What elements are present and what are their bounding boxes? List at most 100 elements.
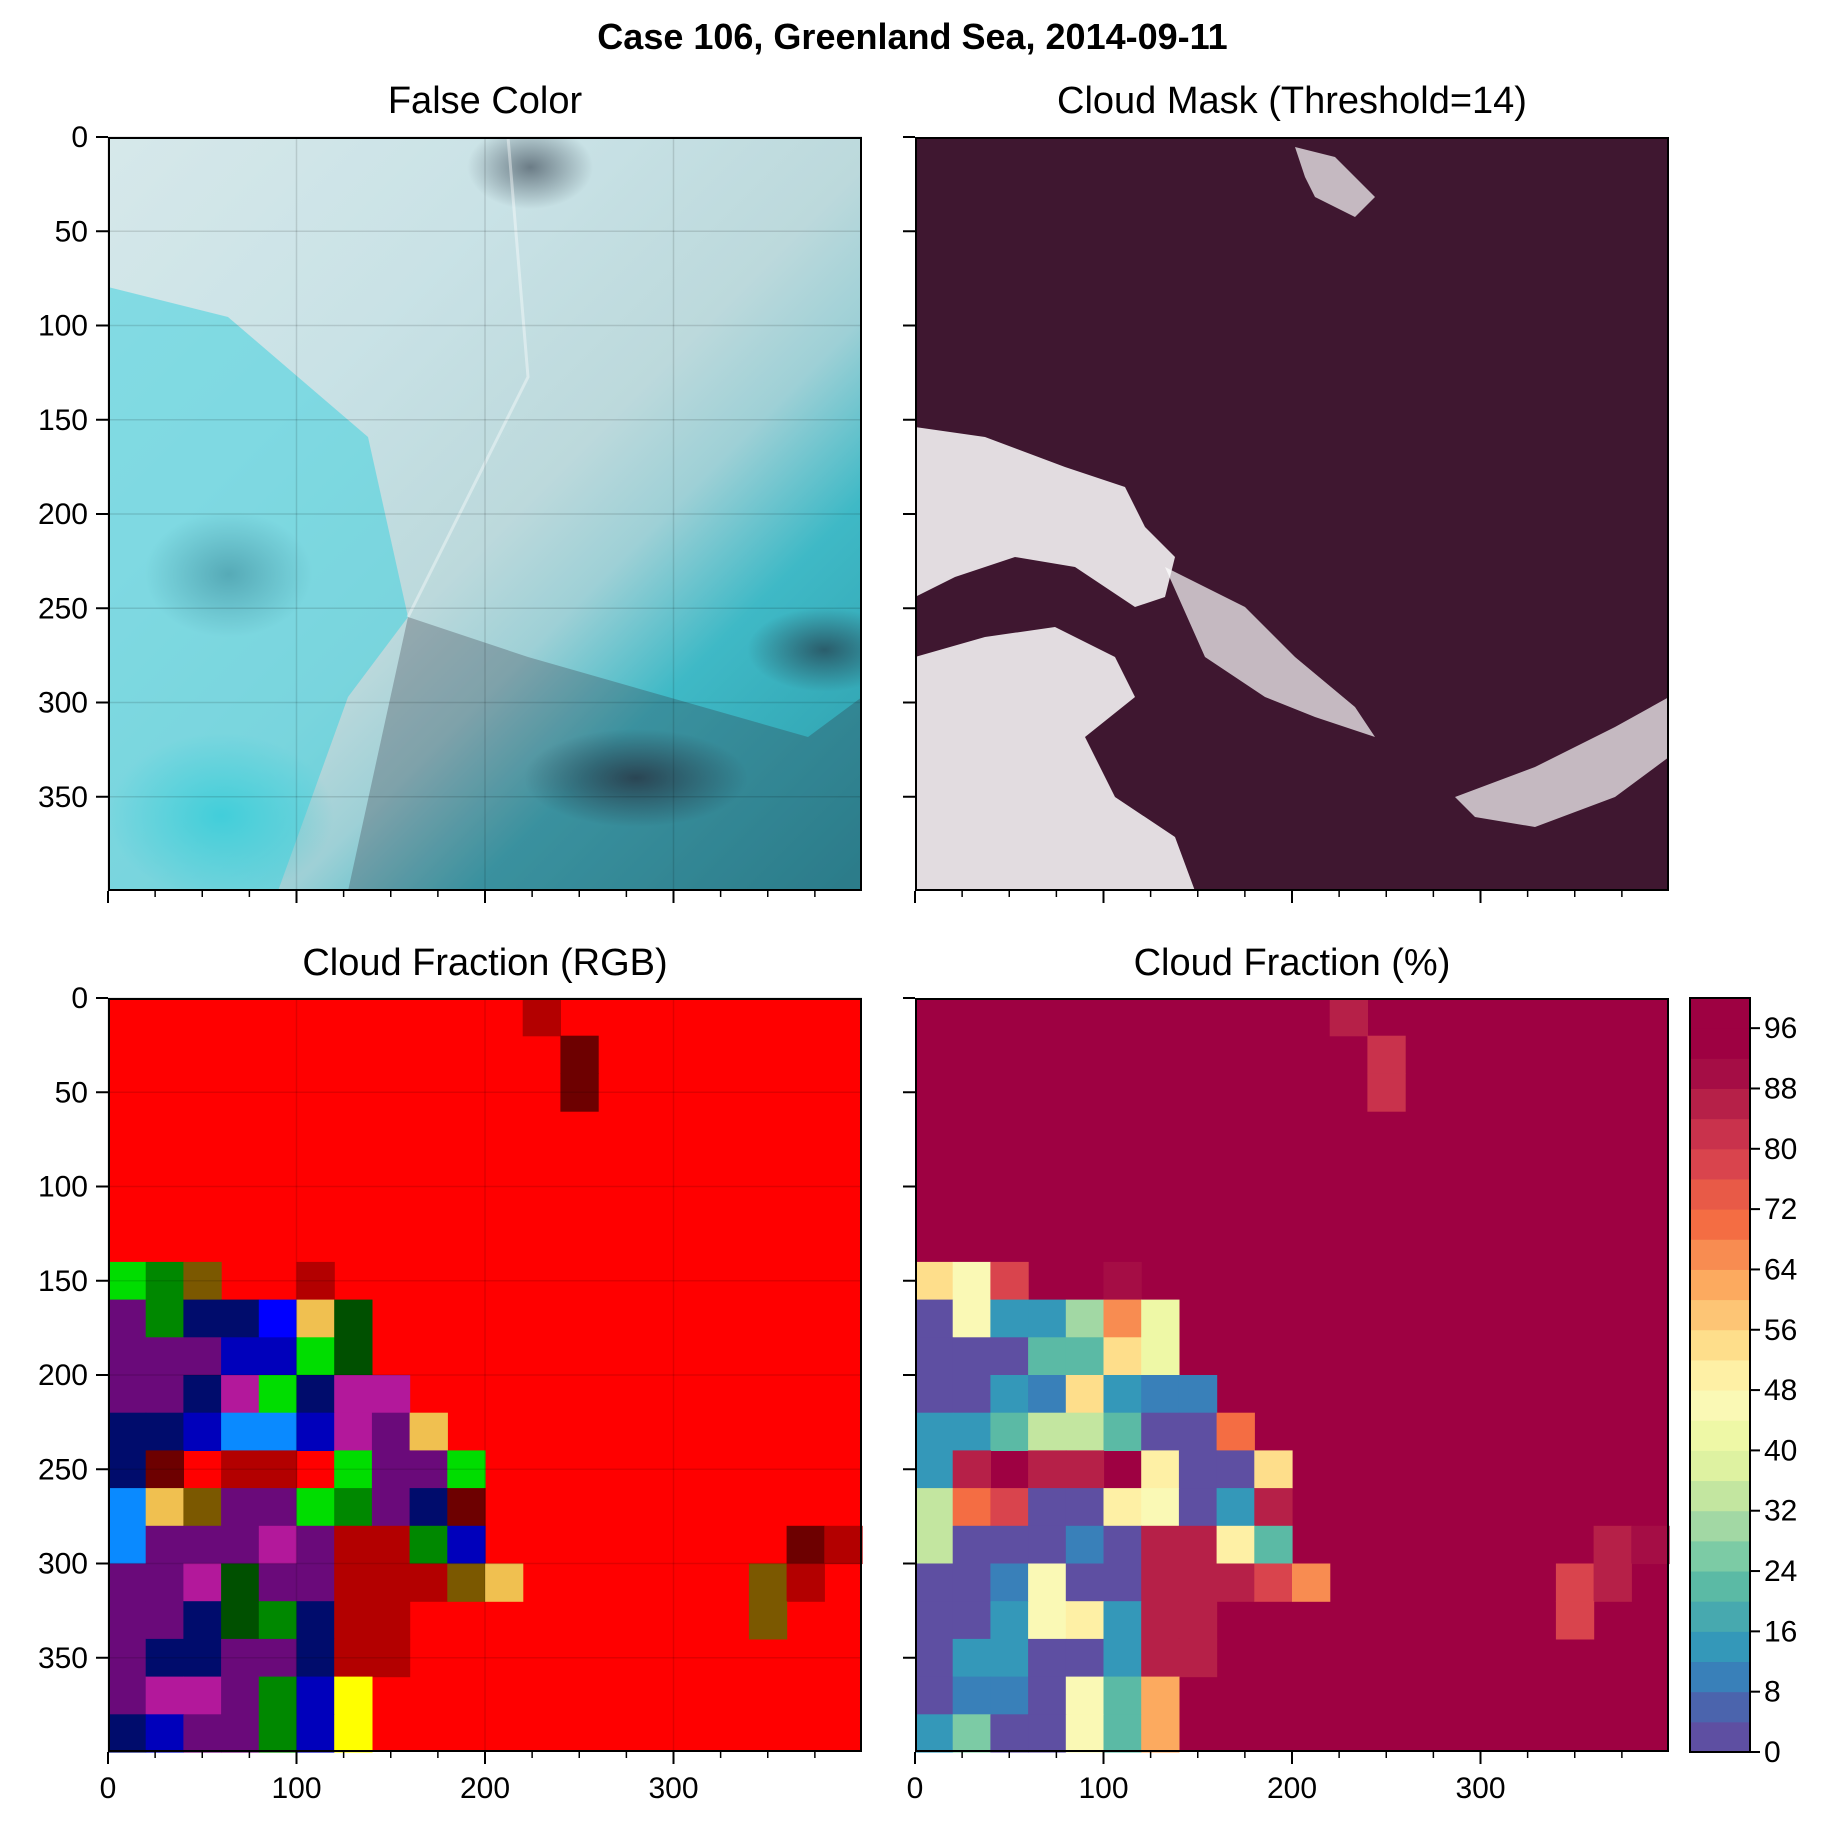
heatmap-cell (787, 1526, 825, 1564)
heatmap-cell (108, 1300, 146, 1338)
heatmap-cell (1104, 1564, 1142, 1602)
heatmap-cell (183, 1337, 221, 1375)
heatmap-cell (560, 1036, 598, 1074)
heatmap-cell (915, 1677, 953, 1715)
heatmap-cell (1594, 1564, 1632, 1602)
heatmap-cell (953, 1337, 991, 1375)
heatmap-cell (108, 1413, 146, 1451)
heatmap-cell (183, 1413, 221, 1451)
heatmap-cell (1066, 1375, 1104, 1413)
heatmap-cell (1631, 1526, 1669, 1564)
y-tick-label: 0 (71, 982, 88, 1015)
heatmap-cell (1028, 1601, 1066, 1639)
heatmap-cell (953, 1300, 991, 1338)
heatmap-cell (108, 1714, 146, 1752)
heatmap-cell (297, 1375, 335, 1413)
heatmap-cell (915, 1262, 953, 1300)
heatmap-cell (334, 1413, 372, 1451)
heatmap-cell (221, 1488, 259, 1526)
heatmap-cell (990, 1601, 1028, 1639)
heatmap-cell (1066, 1564, 1104, 1602)
heatmap-cell (915, 1601, 953, 1639)
x-tick-label: 0 (100, 1772, 117, 1805)
heatmap-cell (1028, 1639, 1066, 1677)
colorbar-tick-label: 48 (1764, 1374, 1797, 1407)
heatmap-cell (1028, 1564, 1066, 1602)
heatmap-cell (1217, 1413, 1255, 1451)
heatmap-cell (1179, 1488, 1217, 1526)
heatmap-cell (990, 1714, 1028, 1752)
heatmap-cell (990, 1300, 1028, 1338)
heatmap-cell (334, 1337, 372, 1375)
heatmap-cell (824, 1526, 862, 1564)
heatmap-cell (410, 1564, 448, 1602)
heatmap-cell (108, 1601, 146, 1639)
heatmap-cell (297, 1714, 335, 1752)
heatmap-cell (259, 1413, 297, 1451)
heatmap-cell (953, 1601, 991, 1639)
heatmap-cell (915, 1375, 953, 1413)
heatmap-cell (334, 1601, 372, 1639)
colorbar-segment (1690, 1662, 1750, 1693)
colorbar-segment (1690, 998, 1750, 1029)
heatmap-cell (372, 1413, 410, 1451)
heatmap-cell (1179, 1639, 1217, 1677)
heatmap-cell (1066, 1526, 1104, 1564)
heatmap-cell (259, 1677, 297, 1715)
colorbar-segment (1690, 1209, 1750, 1240)
heatmap-cell (1028, 1526, 1066, 1564)
heatmap-cell (221, 1300, 259, 1338)
heatmap-cell (1028, 1413, 1066, 1451)
heatmap-cell (915, 1714, 953, 1752)
heatmap-cell (1028, 1677, 1066, 1715)
heatmap-cell (915, 1337, 953, 1375)
heatmap-cell (915, 1450, 953, 1488)
heatmap-cell (915, 1300, 953, 1338)
heatmap-cell (297, 1526, 335, 1564)
heatmap-cell (1367, 1073, 1405, 1111)
colorbar-segment (1690, 1269, 1750, 1300)
x-tick-label: 100 (1078, 1772, 1128, 1805)
heatmap-cell (1066, 1337, 1104, 1375)
colorbar-tick-label: 64 (1764, 1253, 1797, 1286)
heatmap-cell (1179, 1526, 1217, 1564)
heatmap-cell (1028, 1375, 1066, 1413)
colorbar-tick-label: 56 (1764, 1314, 1797, 1347)
heatmap-cell (221, 1601, 259, 1639)
heatmap-cell (485, 1564, 523, 1602)
heatmap-cell (410, 1526, 448, 1564)
heatmap-cell (1028, 1488, 1066, 1526)
heatmap-cell (108, 1677, 146, 1715)
heatmap-cell (953, 1564, 991, 1602)
y-tick-label: 0 (71, 121, 88, 154)
y-tick-label: 250 (38, 592, 88, 625)
heatmap-cell (221, 1375, 259, 1413)
heatmap-cell (410, 1488, 448, 1526)
heatmap-cell (1104, 1601, 1142, 1639)
heatmap-cell (1179, 1564, 1217, 1602)
heatmap-cell (1066, 1450, 1104, 1488)
heatmap-cell (1066, 1601, 1104, 1639)
heatmap-cell (372, 1601, 410, 1639)
heatmap-cell (259, 1526, 297, 1564)
heatmap-cell (1104, 1677, 1142, 1715)
heatmap-cell (1254, 1450, 1292, 1488)
heatmap-cell (1330, 998, 1368, 1036)
colorbar-tick-label: 72 (1764, 1193, 1797, 1226)
heatmap-cell (1254, 1488, 1292, 1526)
heatmap-cell (1141, 1488, 1179, 1526)
x-tick-label: 200 (460, 1772, 510, 1805)
heatmap-cell (221, 1413, 259, 1451)
heatmap-cell (953, 1450, 991, 1488)
heatmap-cell (1179, 1601, 1217, 1639)
colorbar-segment (1690, 1330, 1750, 1361)
heatmap-cell (523, 998, 561, 1036)
colorbar-segment (1690, 1692, 1750, 1723)
heatmap-cell (953, 1413, 991, 1451)
heatmap-cell (334, 1714, 372, 1752)
heatmap-cell (1217, 1526, 1255, 1564)
heatmap-cell (297, 1564, 335, 1602)
heatmap-cell (334, 1526, 372, 1564)
heatmap-cell (1066, 1413, 1104, 1451)
heatmap-cell (183, 1526, 221, 1564)
